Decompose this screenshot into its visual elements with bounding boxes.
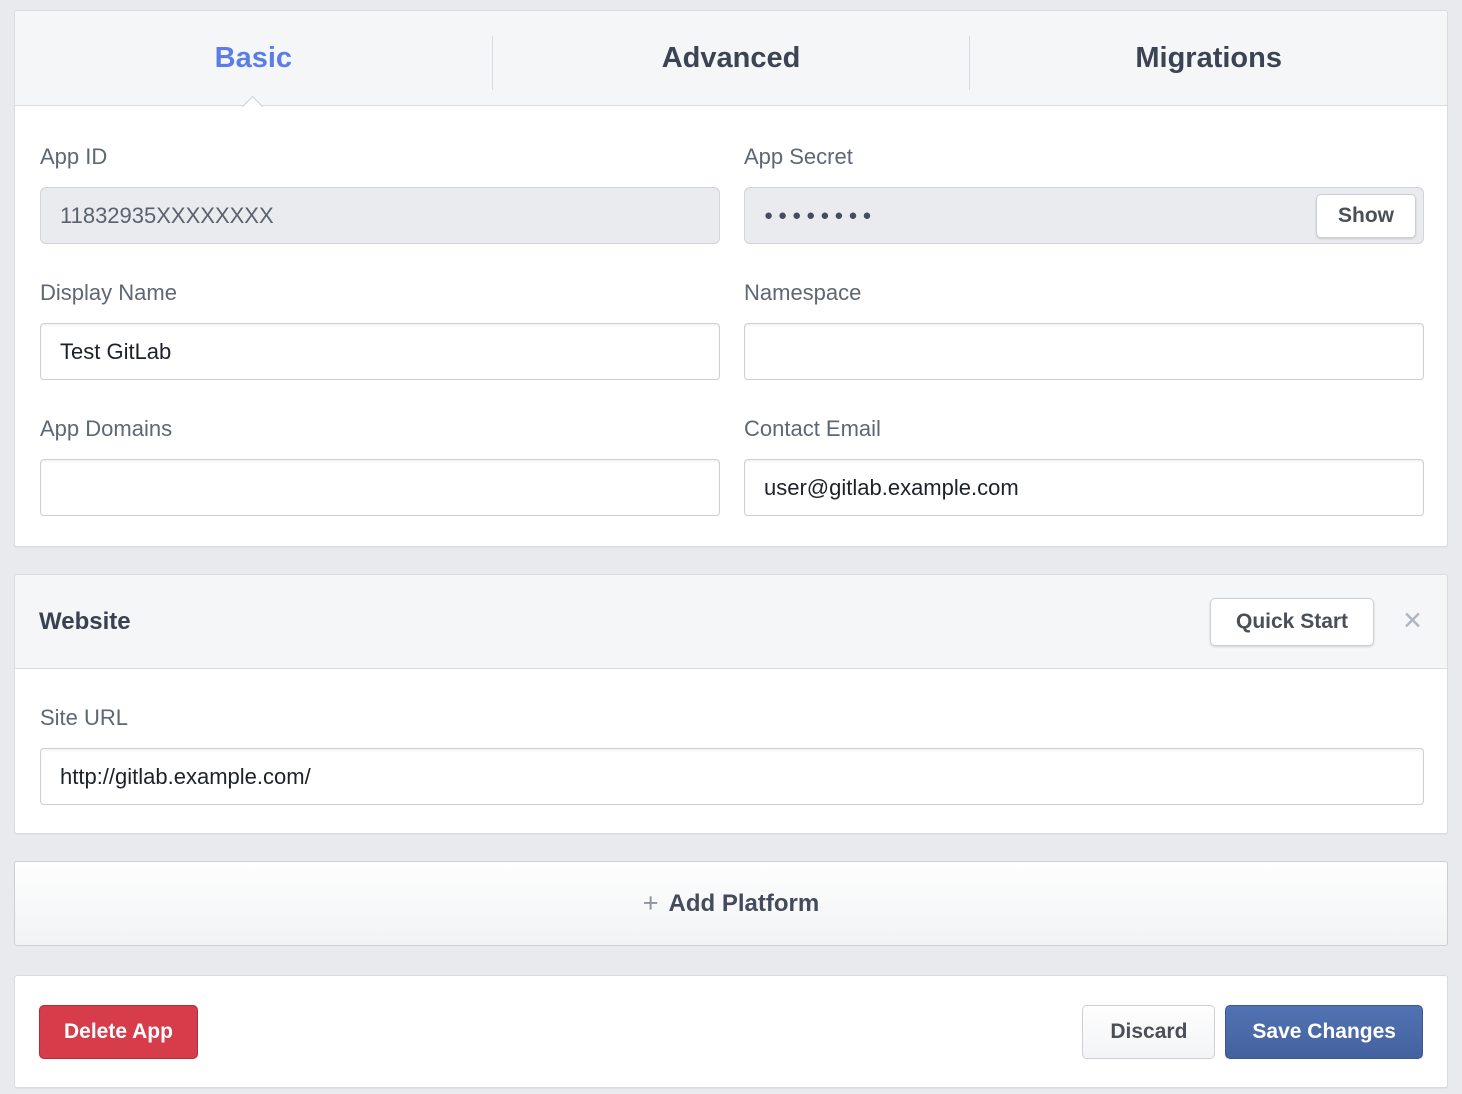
tab-bar: Basic Advanced Migrations (15, 11, 1447, 118)
contact-email-label: Contact Email (744, 416, 881, 441)
contact-email-field-group: Contact Email (744, 380, 1424, 516)
site-url-label: Site URL (40, 705, 129, 730)
display-name-input[interactable] (40, 323, 720, 380)
namespace-field-group: Namespace (744, 244, 1424, 380)
app-id-field-group: App ID (40, 108, 720, 244)
tab-divider (969, 36, 971, 90)
tab-basic[interactable]: Basic (15, 11, 492, 118)
app-secret-field: ●●●●●●●● Show (744, 187, 1424, 244)
add-platform-label: Add Platform (668, 889, 820, 917)
app-secret-label: App Secret (744, 144, 853, 169)
app-id-label: App ID (40, 144, 108, 169)
site-url-input[interactable] (40, 748, 1424, 805)
quick-start-button[interactable]: Quick Start (1210, 597, 1375, 646)
discard-button[interactable]: Discard (1082, 1004, 1216, 1059)
website-section-header: Website Quick Start ✕ (15, 575, 1447, 669)
tab-migrations-label: Migrations (1135, 41, 1282, 74)
app-id-input (40, 187, 720, 244)
app-settings-page: Basic Advanced Migrations App ID App Sec… (14, 10, 1448, 1088)
app-domains-label: App Domains (40, 416, 173, 441)
tab-advanced-label: Advanced (661, 41, 801, 74)
close-icon[interactable]: ✕ (1402, 607, 1423, 635)
display-name-field-group: Display Name (40, 244, 720, 380)
add-platform-button[interactable]: + Add Platform (14, 861, 1448, 946)
app-domains-input[interactable] (40, 459, 720, 516)
basic-settings-panel: Basic Advanced Migrations App ID App Sec… (14, 10, 1448, 547)
tab-migrations[interactable]: Migrations (970, 11, 1447, 105)
website-platform-panel: Website Quick Start ✕ Site URL (14, 574, 1448, 834)
website-section-body: Site URL (15, 705, 1447, 833)
footer-action-bar: Delete App Discard Save Changes (14, 975, 1448, 1088)
app-secret-masked-value: ●●●●●●●● (764, 207, 877, 224)
namespace-label: Namespace (744, 280, 862, 305)
app-secret-field-group: App Secret ●●●●●●●● Show (744, 108, 1424, 244)
app-domains-field-group: App Domains (40, 380, 720, 516)
display-name-label: Display Name (40, 280, 177, 305)
show-secret-button[interactable]: Show (1316, 193, 1416, 238)
tab-basic-label: Basic (214, 41, 293, 74)
basic-settings-form: App ID App Secret ●●●●●●●● Show Display … (15, 106, 1447, 546)
namespace-input[interactable] (744, 323, 1424, 380)
tab-advanced[interactable]: Advanced (493, 11, 970, 105)
plus-icon: + (642, 888, 659, 918)
contact-email-input[interactable] (744, 459, 1424, 516)
tab-divider (491, 36, 493, 90)
delete-app-button[interactable]: Delete App (39, 1004, 198, 1059)
website-section-title: Website (39, 607, 131, 635)
save-changes-button[interactable]: Save Changes (1225, 1004, 1423, 1059)
